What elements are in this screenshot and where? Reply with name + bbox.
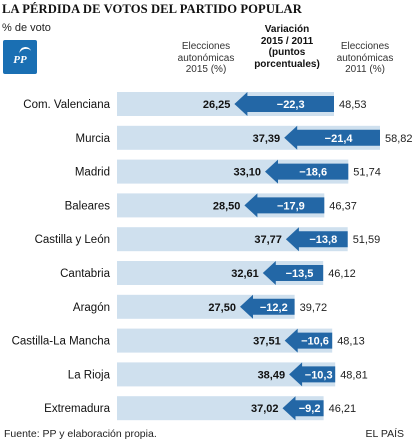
source-note: Fuente: PP y elaboración propia. [4,428,157,440]
header-2011-line: Elecciones [340,41,390,52]
header-variation-line: Variación [264,24,310,35]
header-2011-line: autonómicas [336,52,394,64]
value-2011-label: 58,82 [385,133,413,145]
variation-arrow [265,159,349,184]
value-2011-label: 46,21 [329,403,357,415]
party-logo: PP [3,40,37,74]
header-2011-line: 2011 (%) [345,64,385,75]
header-2015-line: Elecciones [181,41,231,52]
variation-arrow [240,294,295,319]
category-label: Madrid [75,167,110,179]
header-variation-line: 2015 / 2011 [260,35,314,47]
variation-arrow [284,328,333,353]
value-2015-label: 28,50 [213,200,241,212]
variation-label: −17,9 [277,200,305,212]
category-label: La Rioja [68,369,111,381]
category-label: Castilla-La Mancha [12,336,111,348]
variation-label: −18,6 [299,167,327,179]
value-2011-label: 51,74 [353,167,381,179]
variation-label: −21,4 [325,133,354,145]
value-2011-label: 48,81 [340,369,368,381]
value-2015-label: 37,51 [253,336,281,348]
variation-label: −13,8 [309,234,337,246]
value-2015-label: 32,61 [231,268,259,280]
variation-label: −10,3 [305,369,333,381]
variation-arrow [285,227,348,252]
category-label: Baleares [65,200,111,212]
value-2015-label: 37,39 [253,133,281,145]
variation-label: −12,2 [260,302,288,314]
value-2011-label: 46,12 [328,268,356,280]
category-label: Aragón [73,302,110,314]
value-2011-label: 51,59 [353,234,381,246]
variation-arrow [284,125,380,150]
variation-label: −22,3 [277,99,305,111]
value-2015-label: 33,10 [233,167,261,179]
value-2015-label: 26,25 [203,99,231,111]
header-variation-line: porcentuales) [254,58,320,70]
variation-label: −13,5 [286,268,314,280]
value-2011-label: 48,13 [337,336,365,348]
value-2015-label: 37,02 [251,403,279,415]
chart-subtitle: % de voto [2,22,51,34]
variation-arrow [244,193,325,218]
value-2015-label: 38,49 [258,369,286,381]
variation-arrow [262,261,324,285]
variation-label: −9,2 [299,403,321,415]
category-label: Extremadura [44,403,110,415]
header-2015-line: 2015 (%) [185,64,227,75]
value-2011-label: 46,37 [329,200,357,212]
category-label: Murcia [75,133,110,145]
header-2011: Elecciones autonómicas 2011 (%) [328,41,402,76]
variation-label: −10,6 [301,336,329,348]
value-2011-label: 39,72 [300,302,328,314]
variation-arrow [282,396,324,421]
logo-text: PP [13,54,27,66]
category-label: Castilla y León [35,234,110,246]
value-2015-label: 27,50 [208,302,236,314]
variation-arrow [289,362,336,387]
header-2015: Elecciones autonómicas 2015 (%) [168,41,244,76]
header-variation-line: (puntos [268,47,306,58]
variation-arrow [234,92,334,116]
header-variation: Variación 2015 / 2011 (puntos porcentual… [248,24,326,70]
category-label: Com. Valenciana [23,99,110,111]
category-label: Cantabria [60,268,110,280]
value-2015-label: 37,77 [254,234,282,246]
credit: EL PAÍS [365,428,404,440]
value-2011-label: 48,53 [339,99,367,111]
chart-title: LA PÉRDIDA DE VOTOS DEL PARTIDO POPULAR [2,2,302,16]
header-2015-line: autonómicas [177,52,235,64]
